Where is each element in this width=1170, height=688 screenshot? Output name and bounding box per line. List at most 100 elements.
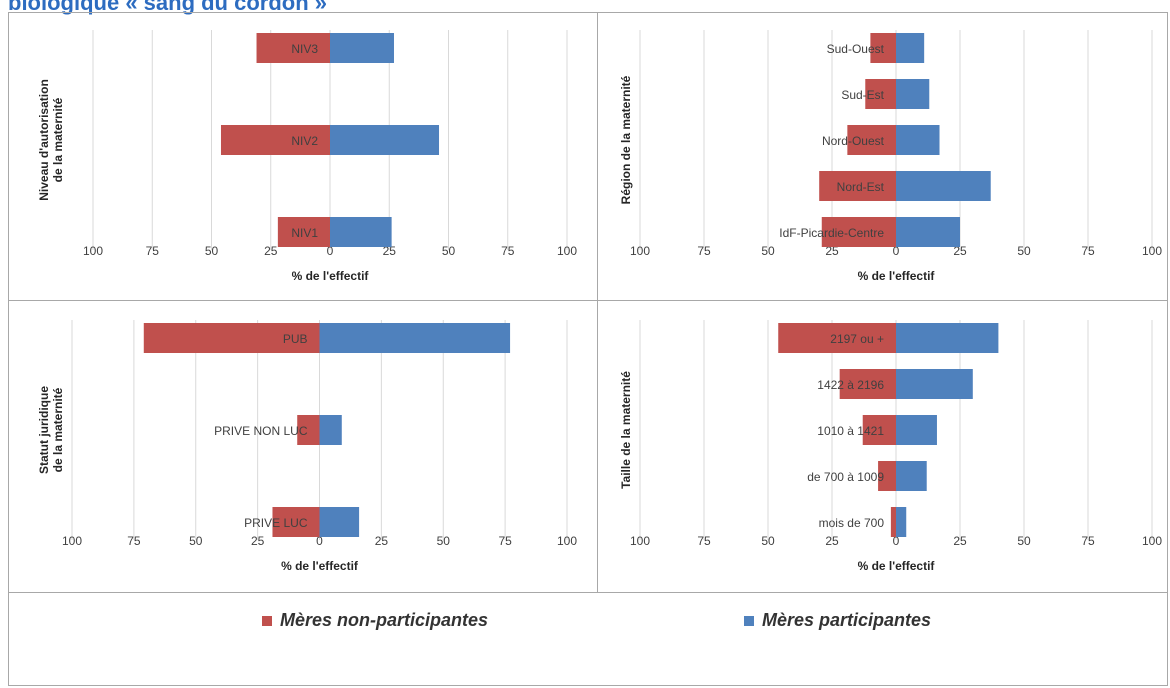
page-heading: biologique « sang du cordon » <box>8 0 328 15</box>
category-label: Sud-Est <box>841 88 884 102</box>
bar-non-participant <box>878 461 896 491</box>
tick-label: 100 <box>83 244 103 258</box>
chart-region: 100 75 50 25 0 25 50 75 100 % de l'effectif Région… <box>619 30 1162 283</box>
category-label: PUB <box>283 332 308 346</box>
bar-participant <box>319 415 342 445</box>
legend-label-participant: Mères participantes <box>762 610 932 630</box>
bar-non-participant <box>256 33 330 63</box>
bar-participant <box>330 33 394 63</box>
tick-label: 50 <box>761 534 775 548</box>
tick-label: 50 <box>1017 244 1031 258</box>
tick-label: 0 <box>893 534 900 548</box>
tick-label: 50 <box>189 534 203 548</box>
legend-swatch-participant <box>744 615 754 626</box>
tick-label: 25 <box>375 534 389 548</box>
category-label: 1010 à 1421 <box>817 424 884 438</box>
tick-label: 75 <box>1081 534 1095 548</box>
x-axis-title: % de l'effectif <box>281 559 359 573</box>
bar-non-participant <box>870 33 896 63</box>
tick-label: 100 <box>557 244 577 258</box>
tick-label: 25 <box>825 534 839 548</box>
bar-participant <box>896 369 973 399</box>
tick-label: 75 <box>501 244 515 258</box>
category-label: Nord-Ouest <box>822 134 885 148</box>
divider-row-1 <box>8 300 1168 301</box>
y-axis-title: Région de la maternité <box>619 75 633 204</box>
tick-label: 25 <box>825 244 839 258</box>
tick-label: 75 <box>1081 244 1095 258</box>
x-axis-title: % de l'effectif <box>858 269 936 283</box>
tick-label: 50 <box>1017 534 1031 548</box>
category-label: mois de 700 <box>819 516 885 530</box>
chart-statut-juridique: 100 75 50 25 0 25 50 75 100 % de l'effectif Statut… <box>37 320 577 573</box>
tick-label: 25 <box>264 244 278 258</box>
tick-label: 100 <box>1142 244 1162 258</box>
category-label: 2197 ou + <box>830 332 884 346</box>
chart-taille: 100 75 50 25 0 25 50 75 100 % de l'effectif Taille… <box>619 320 1162 573</box>
bar-non-participant <box>819 171 896 201</box>
tick-label: 50 <box>437 534 451 548</box>
tick-label: 25 <box>953 534 967 548</box>
bar-participant <box>330 125 440 155</box>
bar-participant <box>896 323 999 353</box>
category-label: NIV2 <box>291 134 318 148</box>
bar-non-participant <box>297 415 320 445</box>
category-label: NIV1 <box>291 226 318 240</box>
x-axis-title: % de l'effectif <box>858 559 936 573</box>
legend-participant: Mères participantes <box>744 610 931 631</box>
bar-participant <box>330 217 392 247</box>
legend-label-non-participant: Mères non-participantes <box>280 610 489 630</box>
tick-label: 75 <box>697 534 711 548</box>
category-label: PRIVE LUC <box>244 516 308 530</box>
bar-non-participant <box>890 507 896 537</box>
tick-label: 25 <box>383 244 397 258</box>
tick-label: 75 <box>697 244 711 258</box>
category-label: IdF-Picardie-Centre <box>779 226 884 240</box>
tick-label: 100 <box>62 534 82 548</box>
bar-non-participant <box>143 323 320 353</box>
bar-non-participant <box>220 125 330 155</box>
tick-label: 25 <box>953 244 967 258</box>
bar-participant <box>896 415 937 445</box>
tick-label: 100 <box>630 244 650 258</box>
category-label: de 700 à 1009 <box>807 470 884 484</box>
bar-participant <box>896 33 925 63</box>
bar-non-participant <box>778 323 896 353</box>
bar-participant <box>896 79 930 109</box>
tick-label: 0 <box>327 244 334 258</box>
bar-non-participant <box>839 369 896 399</box>
chart-niveau-autorisation: 100 75 50 25 0 25 50 75 100 % de l'effectif Niveau… <box>37 30 577 283</box>
y-axis-title: Statut juridiquede la maternité <box>37 386 65 474</box>
tick-label: 25 <box>251 534 265 548</box>
legend-non-participant: Mères non-participantes <box>262 610 488 631</box>
bar-non-participant <box>847 125 896 155</box>
tick-label: 0 <box>893 244 900 258</box>
divider-column <box>597 12 598 593</box>
bar-participant <box>896 507 907 537</box>
bar-participant <box>896 461 927 491</box>
y-axis-title: Niveau d'autorisationde la maternité <box>37 79 65 201</box>
tick-label: 75 <box>127 534 141 548</box>
tick-label: 50 <box>205 244 219 258</box>
tick-label: 100 <box>630 534 650 548</box>
tick-label: 50 <box>442 244 456 258</box>
tick-label: 0 <box>316 534 323 548</box>
y-axis-title: Taille de la maternité <box>619 371 633 489</box>
tick-label: 75 <box>498 534 512 548</box>
tick-label: 100 <box>557 534 577 548</box>
bar-participant <box>896 217 960 247</box>
bar-participant <box>896 125 940 155</box>
bar-participant <box>319 507 360 537</box>
x-axis-title: % de l'effectif <box>292 269 370 283</box>
bar-non-participant <box>277 217 330 247</box>
figure-frame <box>8 12 1168 686</box>
category-label: Nord-Est <box>837 180 885 194</box>
bar-non-participant <box>821 217 896 247</box>
category-label: 1422 à 2196 <box>817 378 884 392</box>
tick-label: 100 <box>1142 534 1162 548</box>
bar-participant <box>896 171 991 201</box>
category-label: Sud-Ouest <box>827 42 885 56</box>
tick-label: 75 <box>146 244 160 258</box>
bar-non-participant <box>272 507 320 537</box>
divider-row-2 <box>8 592 1168 593</box>
